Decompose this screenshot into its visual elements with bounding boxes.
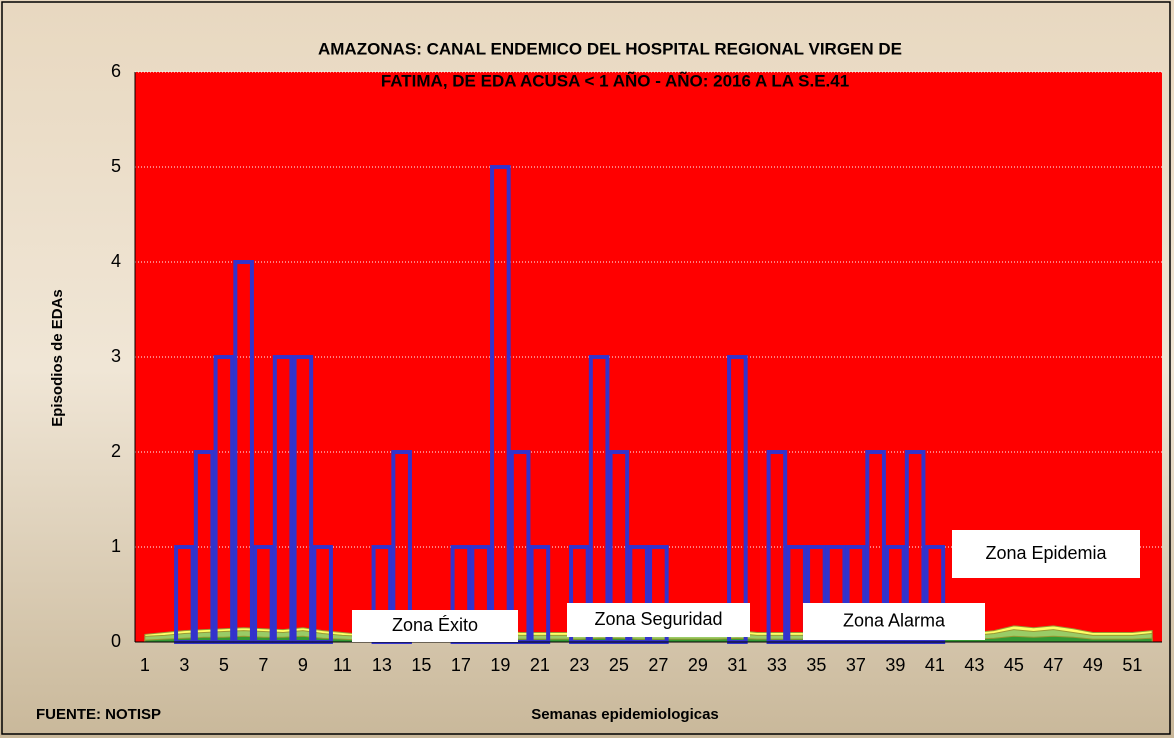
y-tick-label: 4 xyxy=(111,251,121,271)
x-tick-label: 49 xyxy=(1083,655,1103,675)
x-tick-label: 33 xyxy=(767,655,787,675)
x-tick-label: 5 xyxy=(219,655,229,675)
y-tick-label: 2 xyxy=(111,441,121,461)
x-tick-label: 13 xyxy=(372,655,392,675)
x-tick-label: 7 xyxy=(258,655,268,675)
x-axis-label: Semanas epidemiologicas xyxy=(531,706,719,723)
source: FUENTE: NOTISP xyxy=(36,706,161,723)
chart-title: FATIMA, DE EDA ACUSA < 1 AÑO - AÑO: 2016… xyxy=(381,70,849,90)
x-tick-label: 45 xyxy=(1004,655,1024,675)
x-tick-label: 25 xyxy=(609,655,629,675)
x-tick-label: 47 xyxy=(1043,655,1063,675)
x-tick-label: 23 xyxy=(569,655,589,675)
chart: 0123456135791113151719212325272931333537… xyxy=(0,0,1174,738)
x-tick-label: 37 xyxy=(846,655,866,675)
chart-title: AMAZONAS: CANAL ENDEMICO DEL HOSPITAL RE… xyxy=(318,39,902,58)
x-tick-label: 29 xyxy=(688,655,708,675)
x-tick-label: 15 xyxy=(411,655,431,675)
y-axis-label: Episodios de EDAs xyxy=(49,289,66,427)
x-tick-label: 41 xyxy=(925,655,945,675)
y-tick-label: 3 xyxy=(111,346,121,366)
x-tick-label: 43 xyxy=(964,655,984,675)
zone-label: Zona Epidemia xyxy=(985,543,1107,563)
x-tick-label: 39 xyxy=(885,655,905,675)
y-tick-label: 6 xyxy=(111,61,121,81)
x-tick-label: 11 xyxy=(333,655,352,675)
x-tick-label: 21 xyxy=(530,655,550,675)
y-tick-label: 5 xyxy=(111,156,121,176)
zone-label: Zona Alarma xyxy=(843,610,946,630)
y-tick-label: 0 xyxy=(111,631,121,651)
x-tick-label: 17 xyxy=(451,655,471,675)
x-tick-label: 9 xyxy=(298,655,308,675)
x-tick-label: 35 xyxy=(806,655,826,675)
x-tick-label: 31 xyxy=(727,655,747,675)
x-tick-label: 3 xyxy=(179,655,189,675)
x-tick-label: 1 xyxy=(140,655,150,675)
zone-label: Zona Éxito xyxy=(392,615,478,635)
x-tick-label: 19 xyxy=(490,655,510,675)
zone-label: Zona Seguridad xyxy=(594,609,722,629)
x-tick-label: 27 xyxy=(648,655,668,675)
y-tick-label: 1 xyxy=(111,536,121,556)
x-tick-label: 51 xyxy=(1122,655,1142,675)
